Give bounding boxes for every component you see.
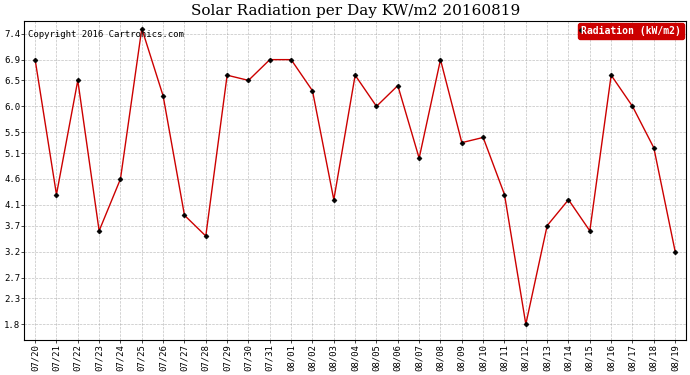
Radiation (kW/m2) xyxy=(394,83,402,88)
Radiation (kW/m2) xyxy=(244,78,253,82)
Radiation (kW/m2) xyxy=(436,57,444,62)
Radiation (kW/m2) xyxy=(564,198,573,202)
Radiation (kW/m2) xyxy=(138,26,146,31)
Radiation (kW/m2) xyxy=(650,146,658,150)
Radiation (kW/m2) xyxy=(330,198,338,202)
Radiation (kW/m2) xyxy=(201,234,210,238)
Radiation (kW/m2) xyxy=(671,249,680,254)
Legend: Radiation (kW/m2): Radiation (kW/m2) xyxy=(578,22,684,39)
Radiation (kW/m2) xyxy=(74,78,82,82)
Radiation (kW/m2) xyxy=(373,104,381,109)
Radiation (kW/m2) xyxy=(629,104,637,109)
Text: Copyright 2016 Cartronics.com: Copyright 2016 Cartronics.com xyxy=(28,30,184,39)
Radiation (kW/m2) xyxy=(415,156,423,160)
Radiation (kW/m2) xyxy=(159,94,167,98)
Radiation (kW/m2) xyxy=(223,73,231,78)
Title: Solar Radiation per Day KW/m2 20160819: Solar Radiation per Day KW/m2 20160819 xyxy=(190,4,520,18)
Radiation (kW/m2) xyxy=(117,177,125,181)
Radiation (kW/m2) xyxy=(586,229,594,233)
Radiation (kW/m2) xyxy=(543,224,551,228)
Line: Radiation (kW/m2): Radiation (kW/m2) xyxy=(33,27,677,326)
Radiation (kW/m2) xyxy=(500,192,509,197)
Radiation (kW/m2) xyxy=(287,57,295,62)
Radiation (kW/m2) xyxy=(266,57,274,62)
Radiation (kW/m2) xyxy=(479,135,487,140)
Radiation (kW/m2) xyxy=(52,192,61,197)
Radiation (kW/m2) xyxy=(308,88,317,93)
Radiation (kW/m2) xyxy=(457,140,466,145)
Radiation (kW/m2) xyxy=(31,57,39,62)
Radiation (kW/m2) xyxy=(522,322,530,327)
Radiation (kW/m2) xyxy=(607,73,615,78)
Radiation (kW/m2) xyxy=(351,73,359,78)
Radiation (kW/m2) xyxy=(95,229,104,233)
Radiation (kW/m2) xyxy=(180,213,188,217)
